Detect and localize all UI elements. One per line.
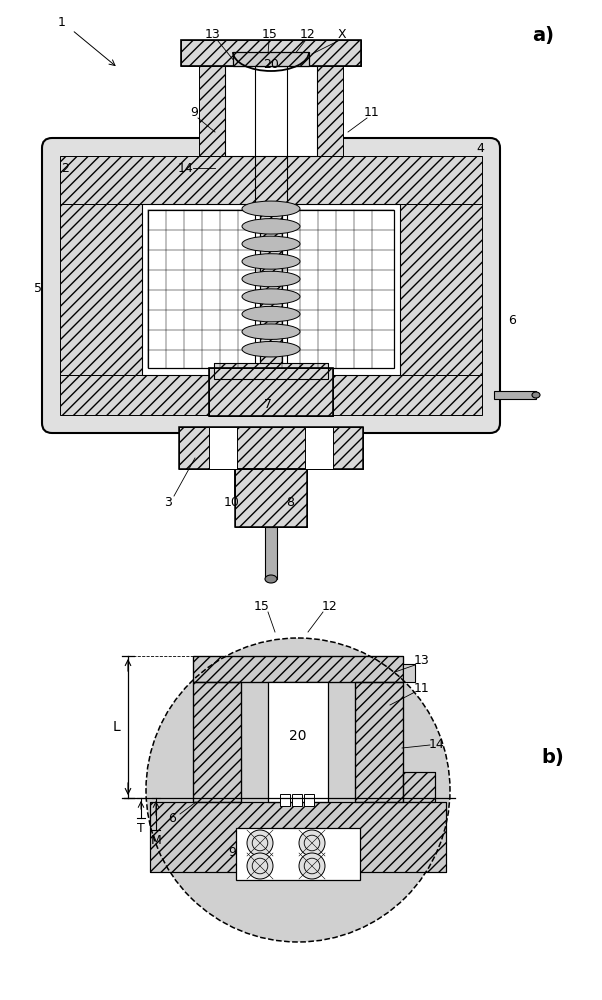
Bar bbox=[214, 363, 328, 379]
Text: 6: 6 bbox=[508, 314, 516, 326]
Text: 13: 13 bbox=[205, 28, 221, 41]
Text: 15: 15 bbox=[254, 599, 270, 612]
Ellipse shape bbox=[265, 575, 277, 583]
Ellipse shape bbox=[242, 306, 300, 322]
Text: 10: 10 bbox=[224, 495, 240, 508]
Text: T: T bbox=[137, 822, 145, 836]
Bar bbox=[233, 52, 309, 66]
Text: X: X bbox=[338, 28, 346, 41]
Text: 9: 9 bbox=[228, 846, 236, 858]
Bar bbox=[403, 664, 415, 682]
Bar bbox=[193, 682, 241, 802]
Bar bbox=[199, 66, 225, 156]
Text: 14: 14 bbox=[429, 738, 445, 752]
Text: 11: 11 bbox=[414, 682, 430, 694]
Bar bbox=[235, 469, 307, 527]
Bar bbox=[60, 204, 142, 375]
Bar bbox=[355, 682, 403, 802]
Bar bbox=[209, 368, 333, 416]
Text: 6: 6 bbox=[168, 812, 176, 824]
FancyBboxPatch shape bbox=[42, 138, 500, 433]
Bar bbox=[179, 427, 363, 469]
Text: 14: 14 bbox=[178, 161, 194, 174]
Text: 12: 12 bbox=[322, 599, 338, 612]
Circle shape bbox=[247, 853, 273, 879]
Ellipse shape bbox=[242, 254, 300, 269]
Circle shape bbox=[247, 830, 273, 856]
Bar bbox=[181, 40, 361, 66]
Bar bbox=[148, 210, 260, 368]
Text: a): a) bbox=[532, 25, 554, 44]
Text: L: L bbox=[112, 720, 120, 734]
Circle shape bbox=[146, 638, 450, 942]
Bar bbox=[292, 794, 302, 806]
Bar bbox=[60, 156, 482, 204]
Text: 7: 7 bbox=[264, 398, 272, 412]
Bar bbox=[255, 66, 287, 368]
Bar bbox=[193, 656, 403, 682]
Ellipse shape bbox=[242, 289, 300, 304]
Ellipse shape bbox=[242, 219, 300, 234]
Text: 1: 1 bbox=[58, 15, 66, 28]
Bar bbox=[403, 772, 435, 802]
Text: 20: 20 bbox=[289, 729, 307, 743]
Bar bbox=[181, 40, 361, 66]
Bar bbox=[209, 427, 237, 469]
Bar bbox=[179, 427, 363, 469]
Bar bbox=[255, 66, 287, 368]
Bar bbox=[304, 794, 314, 806]
Ellipse shape bbox=[242, 271, 300, 287]
Text: 4: 4 bbox=[476, 141, 484, 154]
Bar bbox=[282, 210, 394, 368]
Ellipse shape bbox=[242, 201, 300, 217]
Bar bbox=[225, 66, 317, 156]
Bar bbox=[265, 527, 277, 579]
Text: M: M bbox=[150, 834, 161, 848]
Text: b): b) bbox=[542, 748, 565, 768]
Text: 3: 3 bbox=[164, 495, 172, 508]
Circle shape bbox=[299, 830, 325, 856]
Bar bbox=[317, 66, 343, 156]
Text: 13: 13 bbox=[414, 654, 430, 666]
Text: 5: 5 bbox=[34, 282, 42, 294]
Bar bbox=[280, 794, 290, 806]
Text: 11: 11 bbox=[364, 105, 380, 118]
Bar bbox=[142, 204, 400, 375]
Ellipse shape bbox=[532, 392, 540, 398]
Text: 2: 2 bbox=[61, 161, 69, 174]
Ellipse shape bbox=[242, 236, 300, 252]
Bar bbox=[355, 682, 403, 802]
Bar bbox=[60, 375, 482, 415]
Text: 20: 20 bbox=[263, 57, 279, 70]
Bar bbox=[403, 772, 435, 802]
Bar bbox=[268, 682, 328, 802]
Bar bbox=[235, 469, 307, 527]
Bar bbox=[193, 656, 403, 682]
Ellipse shape bbox=[242, 324, 300, 339]
Bar bbox=[494, 391, 536, 399]
Bar bbox=[305, 427, 333, 469]
Bar bbox=[150, 802, 446, 872]
Text: 15: 15 bbox=[262, 28, 278, 41]
Bar bbox=[209, 368, 333, 416]
Circle shape bbox=[299, 853, 325, 879]
Bar bbox=[193, 682, 241, 802]
Text: 8: 8 bbox=[286, 495, 294, 508]
Ellipse shape bbox=[242, 341, 300, 357]
Bar bbox=[150, 802, 446, 872]
Bar bbox=[236, 828, 360, 880]
Text: 9: 9 bbox=[190, 105, 198, 118]
Bar bbox=[214, 363, 328, 379]
Bar bbox=[400, 204, 482, 375]
Text: 12: 12 bbox=[300, 28, 316, 41]
